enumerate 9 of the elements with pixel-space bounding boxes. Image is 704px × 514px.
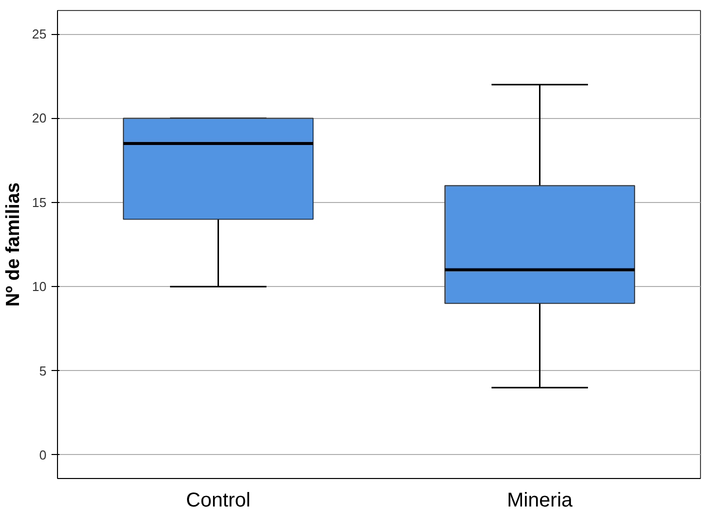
x-tick-label: Mineria — [506, 490, 574, 512]
y-tick-label: 5 — [39, 363, 47, 378]
y-tick-label: 20 — [32, 110, 47, 126]
y-axis-title: Nº de familias — [3, 182, 24, 307]
y-tick-label: 0 — [39, 447, 47, 462]
x-tick-label: Control — [186, 490, 250, 512]
y-tick-label: 25 — [32, 26, 47, 42]
y-tick-label: 15 — [32, 194, 47, 210]
y-tick-label: 10 — [32, 279, 47, 294]
